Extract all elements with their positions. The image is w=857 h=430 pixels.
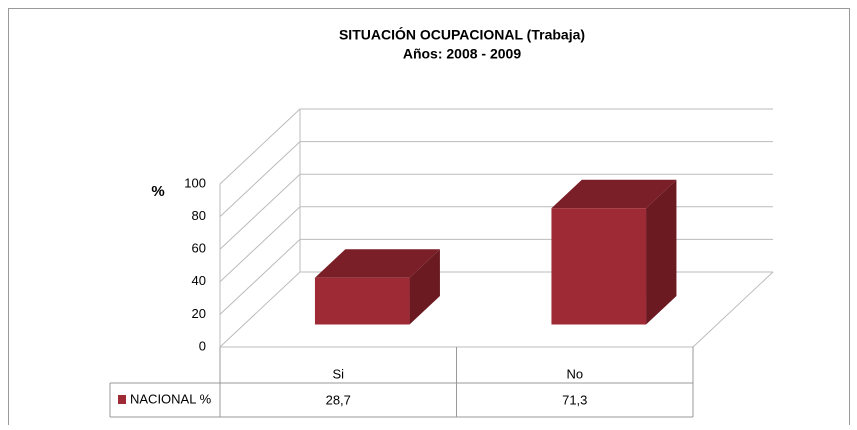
y-tick-label: 40 [192, 273, 206, 288]
x-tick-label: Si [332, 366, 344, 381]
y-tick-label: 20 [192, 306, 206, 321]
y-tick-label: 60 [192, 241, 206, 256]
y-axis-label: % [151, 183, 164, 200]
bar-side [409, 249, 440, 325]
bar [314, 277, 410, 325]
chart-title: SITUACIÓN OCUPACIONAL (Trabaja) [339, 26, 585, 43]
bar-top [314, 249, 440, 278]
bar [551, 208, 647, 325]
y-tick-label: 100 [184, 175, 206, 190]
x-tick-label: No [566, 366, 583, 381]
data-label: 71,3 [562, 392, 587, 407]
chart-frame [8, 8, 850, 430]
legend-label: NACIONAL % [130, 391, 212, 406]
y-tick-label: 80 [192, 208, 206, 223]
y-tick-label: 0 [199, 338, 206, 353]
legend-swatch [118, 395, 126, 404]
data-label: 28,7 [326, 392, 351, 407]
chart-subtitle: Años: 2008 - 2009 [403, 46, 521, 62]
bar-side [646, 179, 677, 325]
bar-top [551, 179, 677, 209]
